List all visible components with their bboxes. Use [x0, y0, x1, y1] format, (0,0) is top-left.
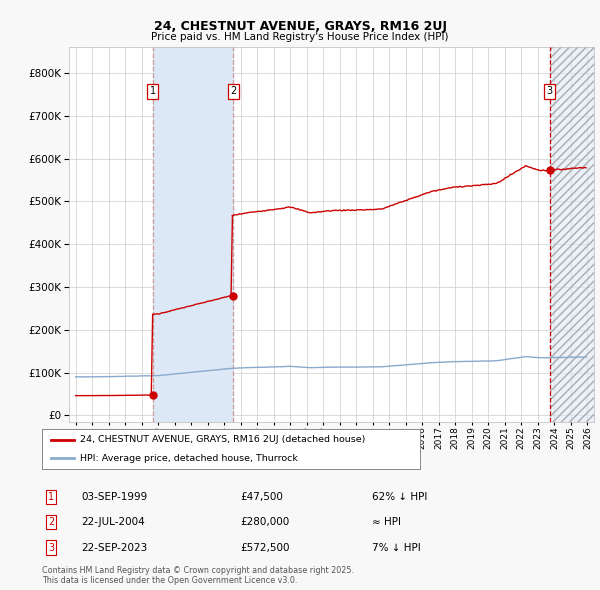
Text: 2: 2	[230, 86, 236, 96]
Text: 22-JUL-2004: 22-JUL-2004	[81, 517, 145, 527]
Text: £572,500: £572,500	[240, 543, 290, 552]
Bar	[153, 47, 233, 422]
Text: 22-SEP-2023: 22-SEP-2023	[81, 543, 147, 552]
Bar	[550, 47, 594, 422]
Text: 7% ↓ HPI: 7% ↓ HPI	[372, 543, 421, 552]
Text: HPI: Average price, detached house, Thurrock: HPI: Average price, detached house, Thur…	[80, 454, 298, 463]
Text: 2: 2	[48, 517, 54, 527]
Text: ≈ HPI: ≈ HPI	[372, 517, 401, 527]
Text: 24, CHESTNUT AVENUE, GRAYS, RM16 2UJ (detached house): 24, CHESTNUT AVENUE, GRAYS, RM16 2UJ (de…	[80, 435, 365, 444]
Text: 62% ↓ HPI: 62% ↓ HPI	[372, 492, 427, 502]
Text: 1: 1	[149, 86, 156, 96]
Text: 3: 3	[547, 86, 553, 96]
Bar	[550, 47, 594, 422]
Text: Price paid vs. HM Land Registry's House Price Index (HPI): Price paid vs. HM Land Registry's House …	[151, 32, 449, 41]
Text: Contains HM Land Registry data © Crown copyright and database right 2025.
This d: Contains HM Land Registry data © Crown c…	[42, 566, 354, 585]
Text: £280,000: £280,000	[240, 517, 289, 527]
Text: 03-SEP-1999: 03-SEP-1999	[81, 492, 147, 502]
Text: 24, CHESTNUT AVENUE, GRAYS, RM16 2UJ: 24, CHESTNUT AVENUE, GRAYS, RM16 2UJ	[154, 20, 446, 33]
Text: 1: 1	[48, 492, 54, 502]
Text: 3: 3	[48, 543, 54, 552]
Text: £47,500: £47,500	[240, 492, 283, 502]
